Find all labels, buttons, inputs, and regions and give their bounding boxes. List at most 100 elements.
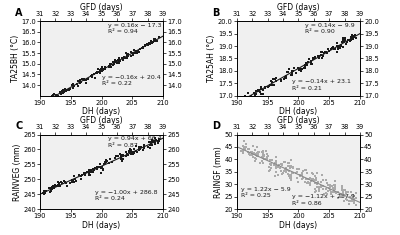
Point	[91, 73, 98, 76]
Point	[336, 44, 342, 47]
Point	[330, 186, 336, 190]
Point	[127, 50, 134, 54]
X-axis label: GFD (days): GFD (days)	[277, 116, 320, 125]
Point	[286, 162, 292, 165]
Y-axis label: RAINVEG (mm): RAINVEG (mm)	[13, 143, 22, 200]
Point	[315, 187, 322, 191]
Point	[77, 79, 83, 83]
Point	[279, 172, 285, 176]
Point	[276, 166, 283, 169]
Point	[258, 85, 264, 89]
Point	[97, 69, 104, 73]
Point	[288, 176, 294, 180]
Point	[330, 45, 336, 49]
Point	[125, 153, 131, 157]
Point	[101, 162, 108, 166]
Point	[323, 51, 329, 54]
Y-axis label: TA25AH (°C): TA25AH (°C)	[208, 35, 216, 82]
Point	[297, 174, 304, 178]
Point	[70, 178, 76, 182]
Point	[303, 63, 310, 67]
Point	[268, 166, 274, 169]
Text: y = 0.14x − 9.9
R² = 0.90: y = 0.14x − 9.9 R² = 0.90	[305, 23, 354, 34]
Point	[54, 94, 61, 98]
Point	[319, 185, 325, 188]
Point	[303, 61, 309, 65]
Point	[348, 35, 354, 39]
Point	[149, 140, 156, 144]
Point	[66, 87, 72, 90]
Point	[345, 38, 351, 42]
Point	[353, 197, 359, 200]
Point	[318, 50, 324, 54]
Point	[146, 41, 153, 45]
Point	[339, 45, 346, 49]
Point	[289, 70, 296, 73]
Point	[326, 186, 332, 190]
Point	[78, 174, 84, 178]
Point	[328, 191, 334, 195]
Point	[304, 171, 310, 175]
Point	[124, 152, 130, 156]
Point	[249, 150, 255, 154]
Point	[130, 52, 136, 55]
Point	[309, 171, 316, 175]
Point	[152, 38, 158, 42]
Point	[250, 153, 256, 156]
Point	[147, 143, 153, 146]
Point	[60, 91, 66, 95]
Point	[312, 187, 318, 190]
Point	[66, 87, 73, 91]
Point	[41, 190, 48, 193]
Point	[115, 155, 122, 158]
Point	[46, 98, 52, 102]
Point	[49, 187, 55, 191]
Point	[342, 188, 349, 192]
Point	[307, 183, 314, 187]
Point	[349, 35, 356, 38]
Point	[133, 150, 140, 154]
Point	[140, 145, 147, 149]
Point	[265, 154, 271, 158]
Point	[247, 153, 253, 157]
Point	[92, 166, 98, 170]
Point	[141, 44, 148, 47]
Point	[118, 153, 124, 157]
Text: y = −0.16x + 20.4
R² = 0.22: y = −0.16x + 20.4 R² = 0.22	[102, 75, 160, 86]
Point	[96, 165, 102, 168]
Point	[43, 99, 50, 103]
Point	[123, 51, 129, 55]
Point	[318, 184, 324, 188]
Point	[321, 50, 328, 54]
Point	[296, 173, 303, 177]
Point	[307, 61, 314, 65]
Point	[66, 88, 73, 92]
Point	[48, 187, 54, 191]
Point	[156, 137, 162, 141]
Point	[82, 173, 88, 177]
Point	[107, 64, 113, 68]
Point	[338, 195, 344, 199]
Point	[119, 157, 126, 161]
Point	[253, 153, 260, 157]
Point	[102, 160, 108, 164]
Point	[312, 178, 319, 182]
Point	[70, 82, 76, 86]
Point	[252, 157, 258, 160]
Point	[268, 79, 274, 83]
Point	[50, 94, 56, 97]
Point	[339, 188, 346, 192]
Point	[48, 94, 55, 98]
Point	[260, 153, 266, 157]
Point	[252, 94, 258, 98]
Point	[100, 67, 106, 71]
Point	[259, 149, 266, 153]
Point	[253, 154, 260, 158]
Point	[141, 146, 147, 150]
Point	[136, 51, 142, 54]
Point	[282, 170, 289, 174]
Point	[88, 169, 94, 172]
Point	[287, 176, 294, 180]
Point	[295, 68, 302, 72]
Point	[346, 38, 352, 42]
